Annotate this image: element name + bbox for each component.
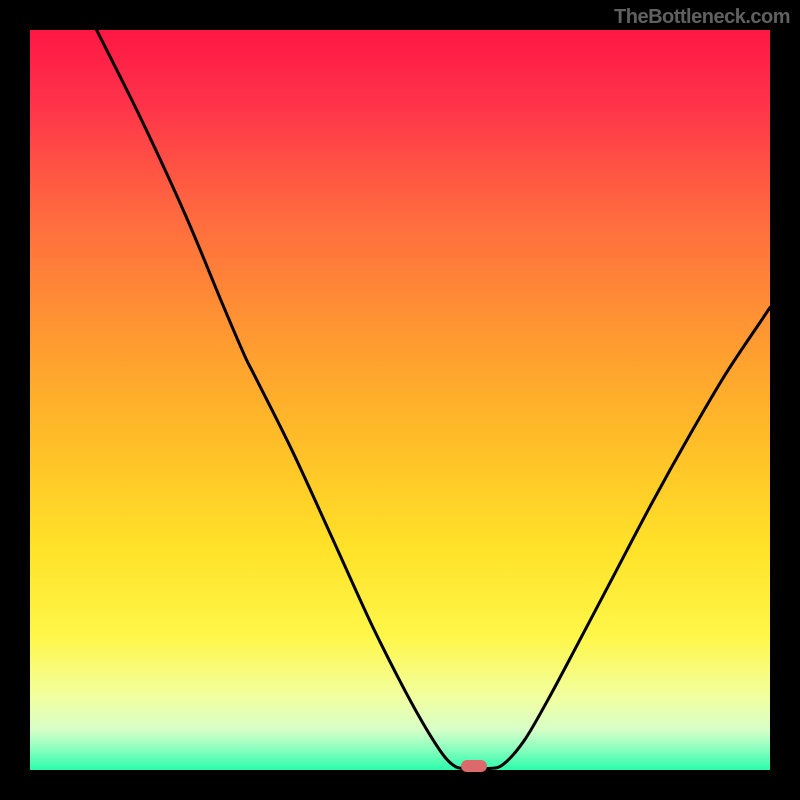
chart-container: TheBottleneck.com [0, 0, 800, 800]
attribution-text: TheBottleneck.com [614, 6, 790, 29]
plot-area [30, 30, 770, 770]
bottleneck-curve [30, 30, 770, 770]
optimum-marker [461, 760, 487, 772]
